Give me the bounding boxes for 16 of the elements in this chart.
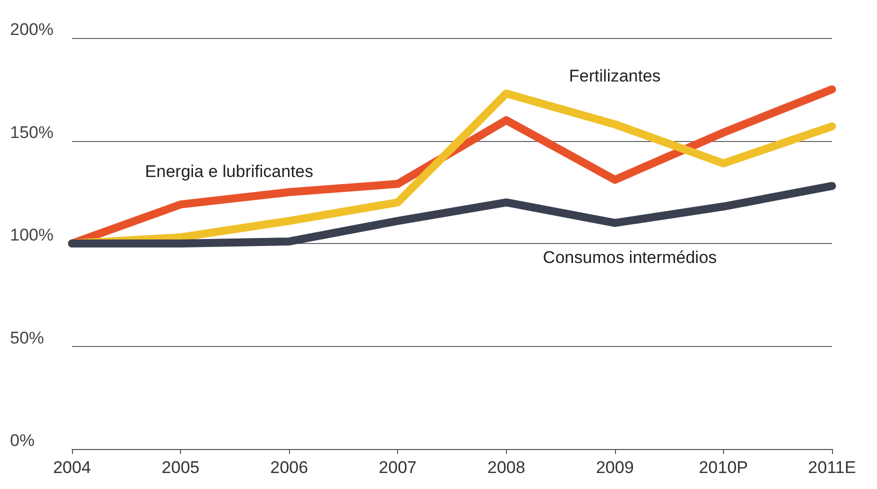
series-label: Energia e lubrificantes — [145, 162, 314, 182]
series-label: Fertilizantes — [569, 66, 661, 86]
x-tick-label: 2004 — [53, 458, 91, 477]
y-tick-label: 150% — [10, 122, 54, 142]
text: Consumos intermédios — [542, 248, 717, 267]
y-tick-label: 100% — [10, 226, 54, 244]
x-tick-label: 2010P — [698, 458, 748, 477]
x-tick-label: 2008 — [487, 458, 526, 477]
x-tick-label: 2007 — [378, 458, 417, 477]
y-tick-label: 0% — [10, 431, 35, 450]
x-tick-label: 2011E — [808, 458, 856, 477]
x-tick-label: 2009 — [596, 458, 634, 477]
y-tick-label: 50% — [10, 328, 44, 348]
x-tick-label: 2006 — [270, 458, 308, 477]
x-tick-label: 2005 — [162, 458, 200, 477]
y-tick-label: 200% — [10, 20, 54, 39]
